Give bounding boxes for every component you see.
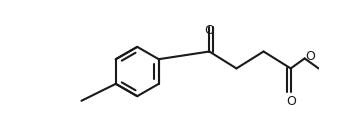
Text: O: O	[286, 95, 296, 108]
Text: O: O	[306, 50, 315, 63]
Text: O: O	[204, 24, 214, 37]
